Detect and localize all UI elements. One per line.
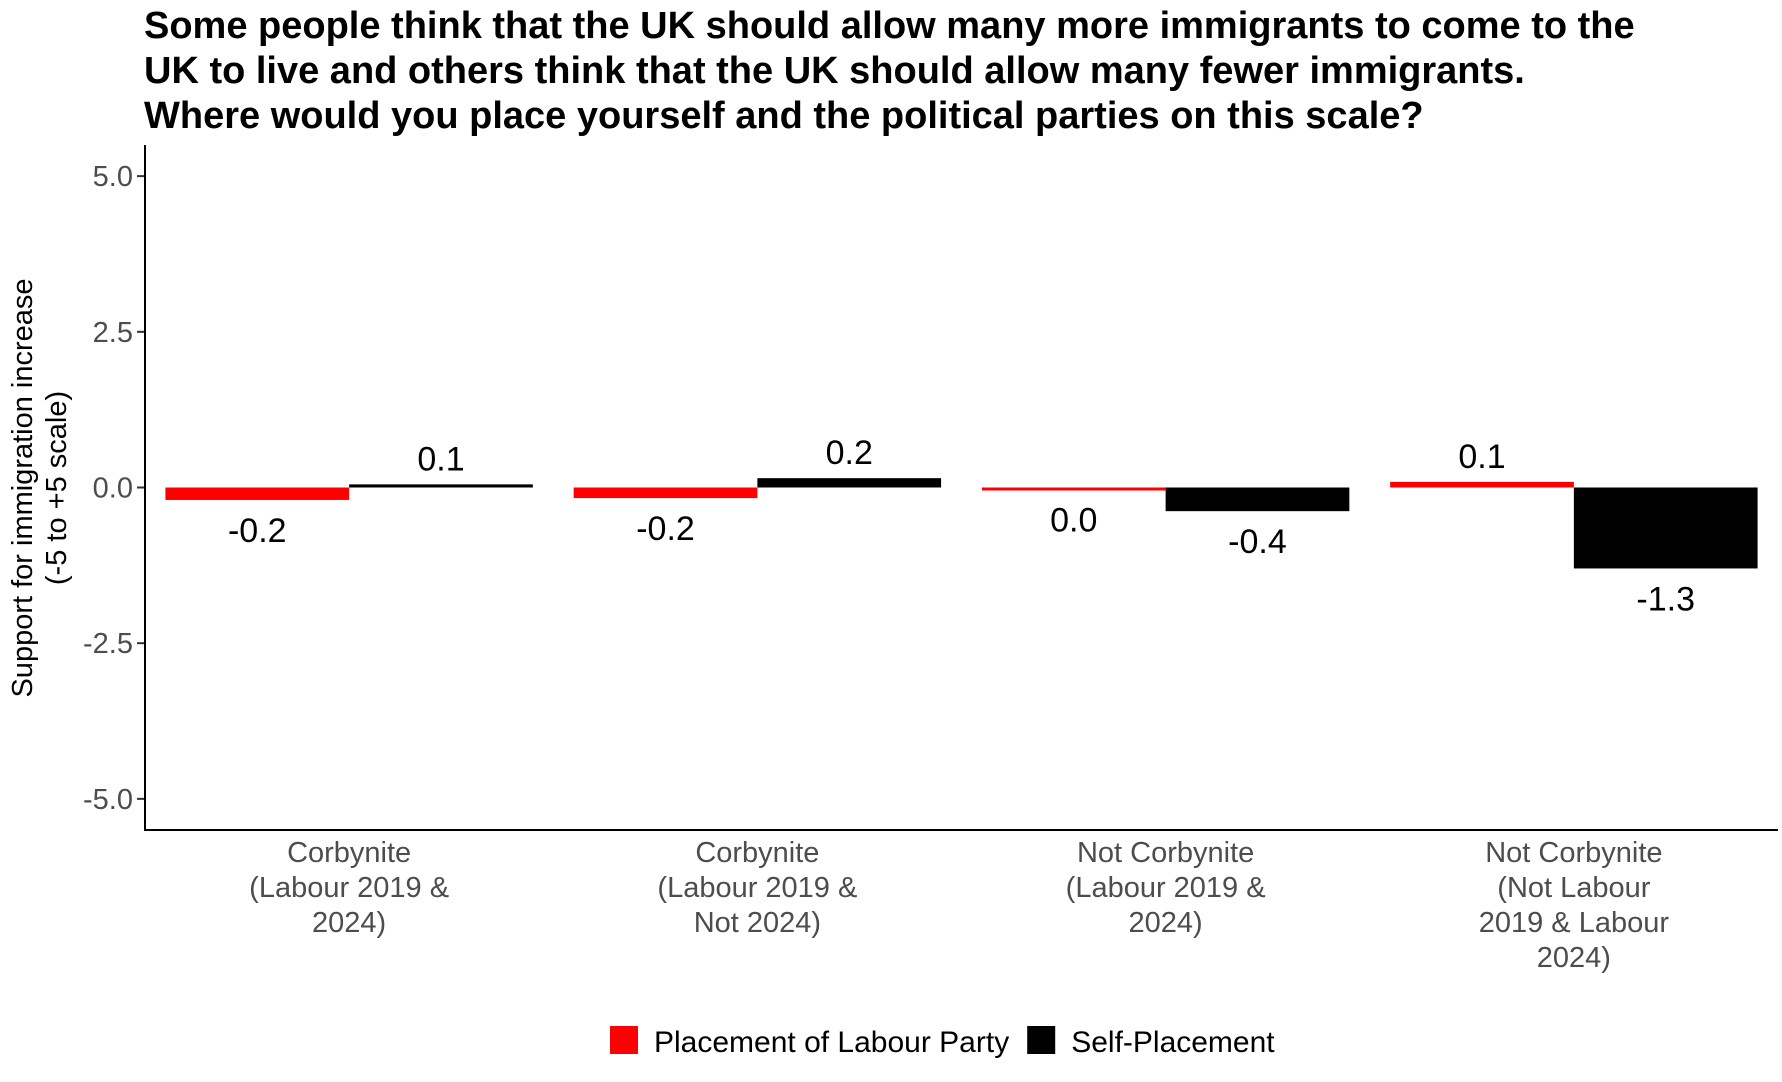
data-label: 0.1	[417, 440, 464, 478]
x-category-label: Not Corbynite (Labour 2019 & 2024)	[1066, 837, 1266, 939]
data-label: -0.2	[228, 512, 287, 550]
bar	[1390, 481, 1574, 488]
x-category-label-line: 2024)	[312, 907, 386, 939]
x-category-label-line: (Labour 2019 &	[1066, 872, 1266, 904]
y-tick-label: 2.5	[93, 317, 133, 349]
bar	[165, 487, 350, 500]
data-labels: -0.2 0.1 -0.2 0.2 0.0 -0.4 0.1 -1.3	[228, 434, 1695, 618]
x-category-label-line: Corbynite	[695, 837, 819, 869]
y-axis-title: Support for immigration increase (-5 to …	[7, 278, 73, 697]
chart-title-line-2: UK to live and others think that the UK …	[144, 50, 1525, 92]
x-category-label: Not Corbynite (Not Labour 2019 & Labour 202…	[1479, 837, 1670, 974]
data-label: 0.1	[1458, 438, 1505, 476]
x-category-label-line: Not Corbynite	[1077, 837, 1254, 869]
chart-title-line-3: Where would you place yourself and the p…	[144, 95, 1424, 137]
legend-label: Placement of Labour Party	[654, 1026, 1009, 1059]
chart-title-line-1: Some people think that the UK should all…	[144, 5, 1635, 47]
legend: Placement of Labour Party Self-Placement	[610, 1026, 1275, 1059]
x-category-label-line: Corbynite	[287, 837, 411, 869]
x-category-label-line: (Labour 2019 &	[249, 872, 449, 904]
y-tick-label: 0.0	[93, 473, 133, 505]
y-axis-ticks: -5.0 -2.5 0.0 2.5 5.0	[83, 161, 145, 816]
x-category-label-line: Not Corbynite	[1485, 837, 1662, 869]
data-label: -0.4	[1228, 523, 1287, 561]
x-category-label-line: 2024)	[1537, 942, 1611, 974]
legend-label: Self-Placement	[1071, 1026, 1275, 1059]
bar	[757, 478, 942, 488]
bar	[349, 484, 533, 488]
y-axis-title-line-2: (-5 to +5 scale)	[41, 391, 73, 585]
legend-swatch	[1027, 1026, 1056, 1054]
bar	[1573, 487, 1758, 569]
x-category-label-line: Not 2024)	[694, 907, 821, 939]
x-category-label-line: (Not Labour	[1497, 872, 1650, 904]
data-label: 0.0	[1050, 501, 1097, 539]
chart-title: Some people think that the UK should all…	[144, 4, 1774, 139]
x-category-label: Corbynite (Labour 2019 & 2024)	[249, 837, 449, 939]
data-label: 0.2	[826, 434, 873, 472]
bars	[165, 478, 1758, 569]
bar	[573, 487, 758, 499]
x-category-label-line: 2024)	[1129, 907, 1203, 939]
x-axis-categories: Corbynite (Labour 2019 & 2024)Corbynite (La…	[249, 837, 1669, 974]
y-tick-label: -2.5	[83, 628, 133, 660]
x-category-label-line: (Labour 2019 &	[657, 872, 857, 904]
x-category-label: Corbynite (Labour 2019 & Not 2024)	[657, 837, 857, 939]
y-tick-label: 5.0	[93, 161, 133, 193]
data-label: -1.3	[1636, 580, 1695, 618]
y-axis-title-line-1: Support for immigration increase	[7, 278, 39, 697]
bar	[1165, 487, 1350, 512]
legend-swatch	[610, 1026, 638, 1054]
data-label: -0.2	[636, 510, 695, 548]
y-tick-label: -5.0	[83, 784, 133, 816]
x-category-label-line: 2019 & Labour	[1479, 907, 1670, 939]
bar	[981, 487, 1166, 491]
